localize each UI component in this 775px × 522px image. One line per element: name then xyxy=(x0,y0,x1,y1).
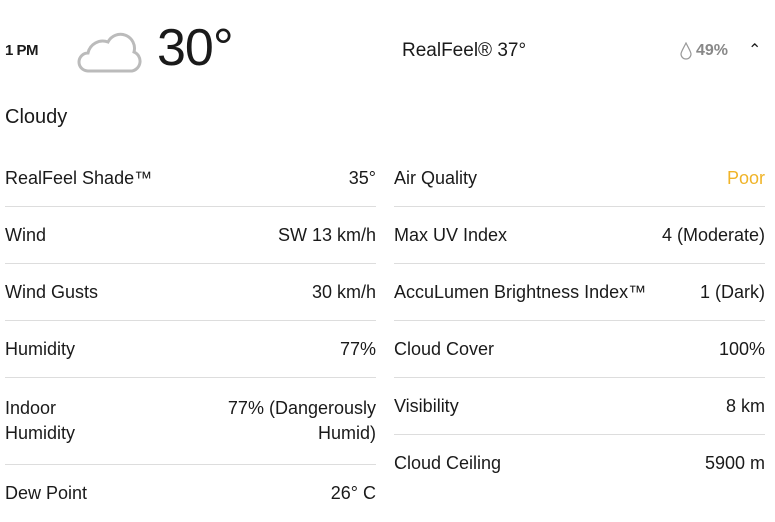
detail-value: 77% (Dangerously Humid) xyxy=(227,398,376,443)
detail-row: AccuLumen Brightness Index™ 1 (Dark) xyxy=(394,264,765,321)
detail-label: Wind xyxy=(5,224,47,245)
detail-row: Dew Point 26° C xyxy=(5,465,376,522)
detail-row: Cloud Ceiling 5900 m xyxy=(394,435,765,492)
detail-label: RealFeel Shade™ xyxy=(5,167,153,188)
detail-label: Max UV Index xyxy=(394,224,508,245)
detail-label: Dew Point xyxy=(5,483,88,503)
detail-row: Wind Gusts 30 km/h xyxy=(5,264,376,321)
detail-value: 30 km/h xyxy=(311,281,376,302)
detail-row: Max UV Index 4 (Moderate) xyxy=(394,207,765,264)
detail-label: Visibility xyxy=(394,395,459,416)
air-quality-value: Poor xyxy=(726,167,765,188)
detail-row: Wind SW 13 km/h xyxy=(5,207,376,264)
detail-row: RealFeel Shade™ 35° xyxy=(5,150,376,207)
detail-label: Cloud Ceiling xyxy=(394,453,502,473)
cloud-icon xyxy=(77,32,142,73)
detail-label: Air Quality xyxy=(394,167,478,188)
detail-row: Air Quality Poor xyxy=(394,150,765,207)
detail-row: Indoor Humidity 77% (Dangerously Humid) xyxy=(5,378,376,465)
temperature: 30° xyxy=(157,19,234,77)
hour-time: 1 PM xyxy=(5,42,39,59)
detail-value: 8 km xyxy=(725,395,765,416)
realfeel: RealFeel® 37° xyxy=(402,40,527,61)
detail-value: 35° xyxy=(348,167,376,188)
detail-value: 1 (Dark) xyxy=(699,281,765,302)
detail-label: Indoor Humidity xyxy=(5,398,76,443)
detail-label: Cloud Cover xyxy=(394,338,495,359)
detail-row: Cloud Cover 100% xyxy=(394,321,765,378)
detail-row: Visibility 8 km xyxy=(394,378,765,435)
weather-phrase: Cloudy xyxy=(5,106,68,128)
droplet-icon xyxy=(680,42,692,60)
chevron-up-icon[interactable]: ⌃ xyxy=(748,42,762,59)
detail-row: Humidity 77% xyxy=(5,321,376,378)
detail-value: 26° C xyxy=(330,483,376,503)
detail-label: AccuLumen Brightness Index™ xyxy=(394,281,647,302)
precipitation: 49% xyxy=(680,42,728,60)
detail-label: Wind Gusts xyxy=(5,281,99,302)
detail-label: Humidity xyxy=(5,338,76,359)
detail-value: 100% xyxy=(718,338,765,359)
detail-value: SW 13 km/h xyxy=(277,224,376,245)
precipitation-value: 49% xyxy=(696,42,729,59)
detail-value: 4 (Moderate) xyxy=(661,224,765,245)
detail-value: 5900 m xyxy=(704,453,765,473)
detail-value: 77% xyxy=(339,338,376,359)
